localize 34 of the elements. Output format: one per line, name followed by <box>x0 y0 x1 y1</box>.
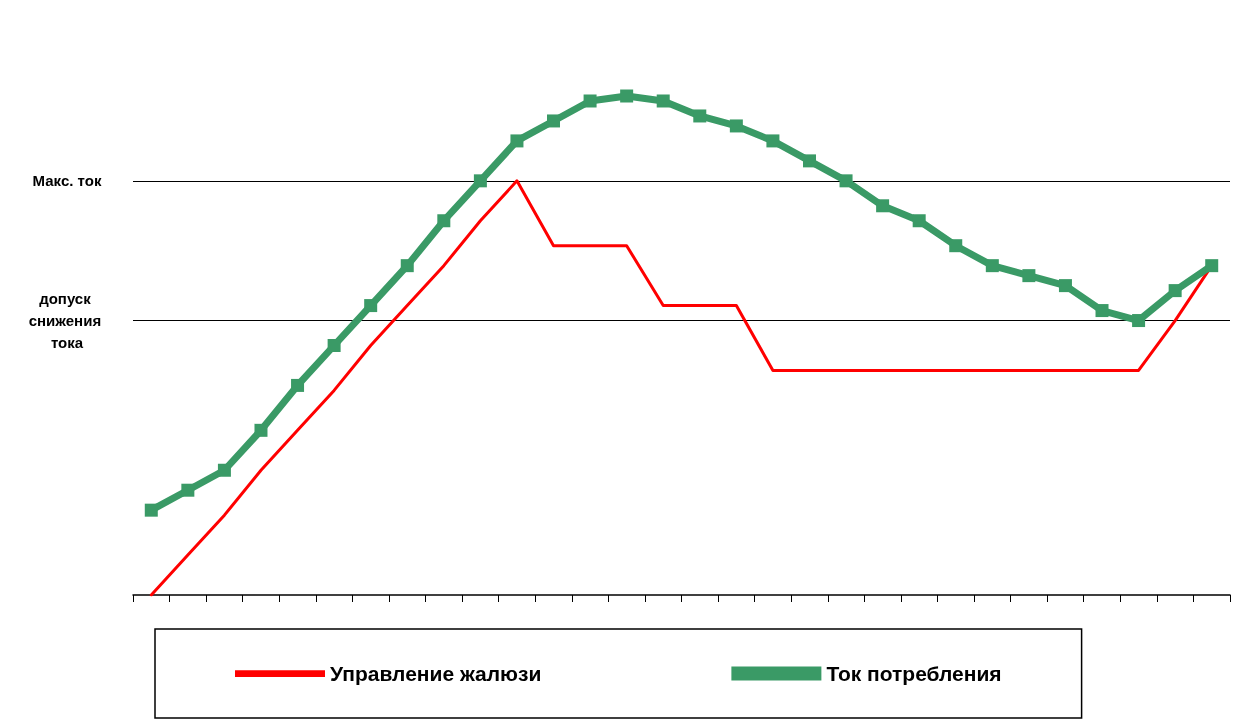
ref-line-label: допуск снижения тока <box>28 290 106 352</box>
point <box>949 239 963 253</box>
point <box>473 174 487 188</box>
point <box>437 214 451 228</box>
point <box>839 174 853 188</box>
point <box>729 119 743 133</box>
point <box>1168 284 1182 298</box>
point <box>912 214 926 228</box>
ref-line-label: Макс. ток <box>32 172 102 190</box>
point <box>291 378 305 392</box>
point <box>181 483 195 497</box>
point <box>1205 259 1219 273</box>
point <box>656 94 670 108</box>
point <box>547 114 561 128</box>
point <box>693 109 707 123</box>
point <box>144 503 158 517</box>
point <box>1022 269 1036 283</box>
point <box>1058 279 1072 293</box>
point <box>364 299 378 313</box>
point <box>1132 314 1146 328</box>
legend-label: Ток потребления <box>826 662 1002 685</box>
point <box>766 134 780 148</box>
point <box>802 154 816 168</box>
point <box>985 259 999 273</box>
point <box>510 134 524 148</box>
legend-label: Управление жалюзи <box>330 662 542 685</box>
point <box>327 339 341 352</box>
point <box>254 423 268 437</box>
point <box>876 199 890 213</box>
point <box>217 463 231 477</box>
point <box>400 259 414 273</box>
point <box>620 89 634 103</box>
point <box>1095 304 1109 318</box>
point <box>583 94 597 108</box>
